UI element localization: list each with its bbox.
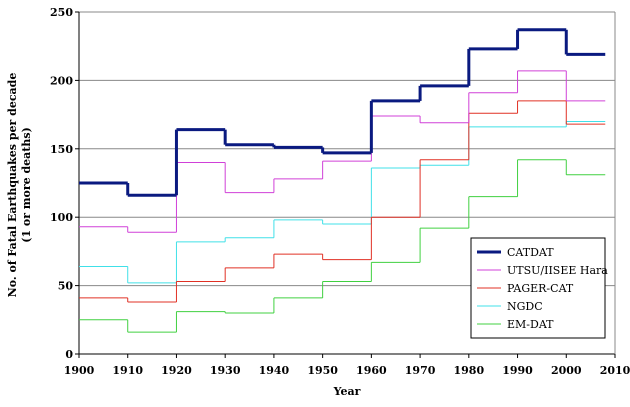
y-axis-label-line: (1 or more deaths): [20, 127, 33, 243]
y-tick-label: 100: [50, 211, 73, 224]
y-axis-label: No. of Fatal Earthquakes per decade (1 o…: [6, 73, 33, 298]
legend-label: UTSU/IISEE Hara: [507, 264, 608, 277]
legend-label: PAGER-CAT: [507, 282, 574, 295]
legend-label: CATDAT: [507, 246, 554, 259]
x-tick-label: 1910: [112, 364, 143, 377]
x-tick-label: 1920: [161, 364, 192, 377]
x-tick-label: 1900: [64, 364, 95, 377]
x-tick-label: 2000: [551, 364, 582, 377]
x-tick-label: 1940: [259, 364, 290, 377]
y-tick-label: 0: [65, 348, 73, 361]
y-tick-label: 250: [50, 6, 73, 19]
legend-label: NGDC: [507, 300, 543, 313]
x-tick-label: 1930: [210, 364, 241, 377]
y-tick-label: 150: [50, 143, 73, 156]
x-tick-label: 2010: [600, 364, 630, 377]
x-tick-label: 1960: [356, 364, 387, 377]
x-axis-label: Year: [333, 385, 361, 398]
x-tick-label: 1990: [502, 364, 533, 377]
x-tick-label: 1950: [307, 364, 338, 377]
legend-label: EM-DAT: [507, 318, 554, 331]
y-axis-label-line: No. of Fatal Earthquakes per decade: [6, 73, 19, 298]
x-tick-label: 1970: [405, 364, 436, 377]
legend: CATDAT UTSU/IISEE Hara PAGER-CAT NGDC EM-DAT: [470, 237, 608, 339]
x-tick-label: 1980: [454, 364, 485, 377]
y-tick-label: 50: [58, 280, 74, 293]
y-tick-label: 200: [50, 74, 73, 87]
